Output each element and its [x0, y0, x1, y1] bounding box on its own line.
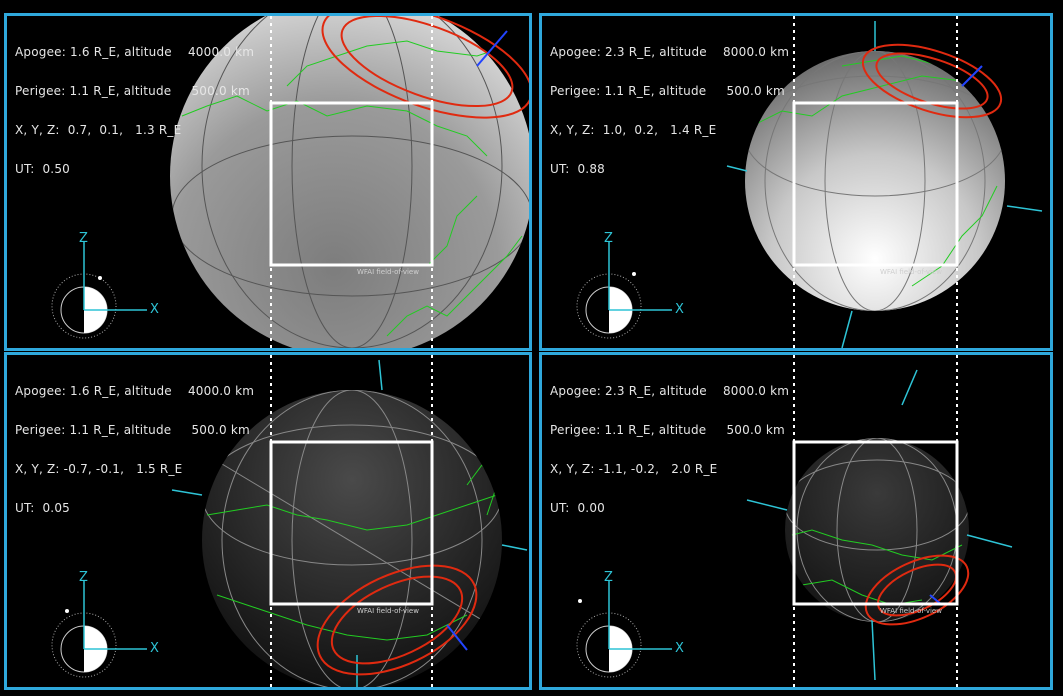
axis-x-label: X: [675, 302, 684, 317]
earth-globe: [785, 438, 969, 622]
axis-z-label: Z: [79, 231, 88, 246]
orbit-info-4: Apogee: 2.3 R_E, altitude 8000.0 km Peri…: [550, 359, 789, 541]
auroral-oval: [861, 43, 1003, 119]
view-panel-1: Apogee: 1.6 R_E, altitude 4000.0 km Peri…: [4, 13, 532, 351]
axis-z-label: Z: [604, 231, 613, 246]
globe-view-2: [576, 16, 1043, 348]
ut-text: UT: 0.50: [15, 162, 70, 176]
axis-z-label: Z: [79, 570, 88, 585]
globe-view-4: [576, 355, 1013, 687]
fov-label: WFAI field-of-view: [357, 607, 419, 615]
xyz-text: X, Y, Z: 0.7, 0.1, 1.3 R_E: [15, 123, 182, 137]
apogee-text: Apogee: 1.6 R_E, altitude 4000.0 km: [15, 384, 255, 398]
earth-globe: [202, 390, 502, 687]
perigee-text: Perigee: 1.1 R_E, altitude 500.0 km: [15, 423, 250, 437]
fov-box: [792, 440, 959, 606]
globe-view-3: [51, 355, 528, 687]
ut-text: UT: 0.05: [15, 501, 70, 515]
ut-text: UT: 0.88: [550, 162, 605, 176]
globe-view-1: [51, 16, 529, 348]
view-panel-2: Apogee: 2.3 R_E, altitude 8000.0 km Peri…: [539, 13, 1053, 351]
axis-x-label: X: [150, 641, 159, 656]
orbit-info-1: Apogee: 1.6 R_E, altitude 4000.0 km Peri…: [15, 20, 254, 202]
ut-text: UT: 0.00: [550, 501, 605, 515]
fov-box: [269, 440, 434, 606]
fov-label: WFAI field-of-view: [880, 268, 942, 276]
axis-x-label: X: [150, 302, 159, 317]
apogee-text: Apogee: 1.6 R_E, altitude 4000.0 km: [15, 45, 255, 59]
axis-z-label: Z: [604, 570, 613, 585]
axis-x-label: X: [675, 641, 684, 656]
auroral-oval: [864, 554, 970, 626]
xyz-text: X, Y, Z: -0.7, -0.1, 1.5 R_E: [15, 462, 183, 476]
fov-label: WFAI field-of-view: [880, 607, 942, 615]
perigee-text: Perigee: 1.1 R_E, altitude 500.0 km: [15, 84, 250, 98]
view-panel-3: Apogee: 1.6 R_E, altitude 4000.0 km Peri…: [4, 352, 532, 690]
fov-box: [269, 101, 434, 267]
fov-label: WFAI field-of-view: [357, 268, 419, 276]
xyz-text: X, Y, Z: -1.1, -0.2, 2.0 R_E: [550, 462, 718, 476]
perigee-text: Perigee: 1.1 R_E, altitude 500.0 km: [550, 84, 785, 98]
orbit-info-3: Apogee: 1.6 R_E, altitude 4000.0 km Peri…: [15, 359, 254, 541]
perigee-text: Perigee: 1.1 R_E, altitude 500.0 km: [550, 423, 785, 437]
auroral-oval: [316, 564, 478, 676]
orbit-info-2: Apogee: 2.3 R_E, altitude 8000.0 km Peri…: [550, 20, 789, 202]
apogee-text: Apogee: 2.3 R_E, altitude 8000.0 km: [550, 384, 790, 398]
apogee-text: Apogee: 2.3 R_E, altitude 8000.0 km: [550, 45, 790, 59]
earth-globe: [170, 16, 529, 348]
fov-box: [792, 101, 959, 267]
xyz-text: X, Y, Z: 1.0, 0.2, 1.4 R_E: [550, 123, 717, 137]
view-panel-4: Apogee: 2.3 R_E, altitude 8000.0 km Peri…: [539, 352, 1053, 690]
coastlines: [181, 40, 523, 337]
